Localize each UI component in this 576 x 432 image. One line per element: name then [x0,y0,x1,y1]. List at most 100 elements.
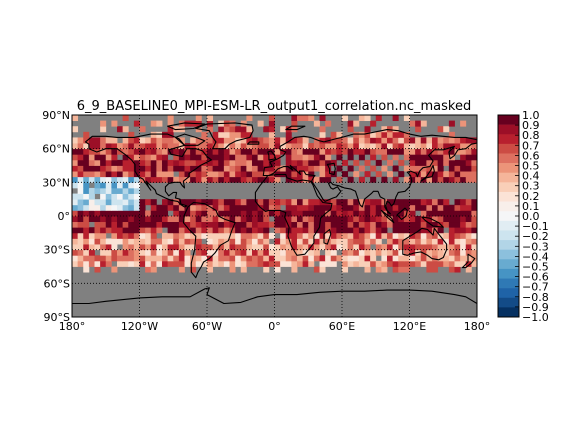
correlation-cell [392,260,399,267]
correlation-cell [325,232,332,239]
colorbar-swatch [498,143,519,154]
correlation-cell [319,221,326,228]
correlation-cell [190,227,197,234]
correlation-cell [302,143,309,150]
correlation-cell [443,199,450,206]
correlation-cell [223,131,230,138]
correlation-cell [167,216,174,223]
correlation-cell [465,260,472,267]
correlation-cell [263,249,270,256]
correlation-cell [285,148,292,155]
correlation-cell [347,210,354,217]
correlation-cell [398,266,405,273]
correlation-cell [443,126,450,133]
correlation-cell [387,131,394,138]
correlation-cell [184,120,191,127]
coastline-ellesmere [167,122,206,131]
correlation-cell [448,137,455,144]
correlation-cell [94,255,101,262]
correlation-cell [72,204,79,211]
correlation-cell [415,126,422,133]
correlation-cell [274,249,281,256]
correlation-cell [72,244,79,251]
correlation-cell [257,227,264,234]
correlation-cell [432,176,439,183]
correlation-cell [77,137,84,144]
coastline-new-zealand [461,253,476,269]
correlation-cell [173,137,180,144]
correlation-cell [454,238,461,245]
correlation-cell [387,148,394,155]
colorbar-swatch [498,211,519,222]
coastline-iceland [246,141,260,145]
colorbar-tick-label: 0.0 [522,210,540,223]
correlation-cell [274,216,281,223]
correlation-cell [139,204,146,211]
correlation-cell [240,143,247,150]
correlation-cell [409,255,416,262]
correlation-cell [184,244,191,251]
correlation-cell [364,199,371,206]
correlation-cell [426,137,433,144]
correlation-cell [285,255,292,262]
x-tick-label: 60°E [329,320,355,333]
correlation-cell [280,148,287,155]
correlation-cell [381,131,388,138]
correlation-cell [280,255,287,262]
correlation-cell [218,238,225,245]
colorbar-swatch [498,201,519,212]
correlation-cell [252,238,259,245]
correlation-cell [257,154,264,161]
correlation-cell [426,244,433,251]
correlation-cell [280,244,287,251]
correlation-cell [100,176,107,183]
correlation-cell [111,221,118,228]
correlation-cell [178,165,185,172]
correlation-cell [150,120,157,127]
correlation-cell [437,137,444,144]
correlation-cell [364,126,371,133]
correlation-cell [72,182,79,189]
correlation-cell [263,221,270,228]
correlation-cell [297,221,304,228]
correlation-cell [460,210,467,217]
correlation-cell [133,182,140,189]
correlation-cell [207,210,214,217]
correlation-cell [364,255,371,262]
correlation-cell [392,266,399,273]
correlation-cell [443,221,450,228]
correlation-cell [83,221,90,228]
correlation-cell [212,165,219,172]
correlation-cell [72,255,79,262]
colorbar-swatch [498,220,519,231]
correlation-cell [83,227,90,234]
correlation-cell [437,244,444,251]
correlation-cell [240,154,247,161]
correlation-cell [178,244,185,251]
correlation-cell [83,216,90,223]
correlation-cell [415,159,422,166]
correlation-cell [448,159,455,166]
correlation-cell [195,204,202,211]
correlation-cell [353,159,360,166]
correlation-cell [212,199,219,206]
correlation-cell [139,221,146,228]
correlation-cell [409,120,416,127]
correlation-cell [358,143,365,150]
correlation-cell [195,176,202,183]
correlation-cell [229,159,236,166]
correlation-cell [128,154,135,161]
correlation-cell [162,244,169,251]
correlation-cell [72,171,79,178]
correlation-cell [252,232,259,239]
correlation-cell [415,165,422,172]
correlation-cell [178,238,185,245]
correlation-cell [403,148,410,155]
correlation-cell [218,165,225,172]
correlation-cell [364,232,371,239]
correlation-cell [336,238,343,245]
correlation-cell [167,199,174,206]
correlation-cell [162,137,169,144]
correlation-cell [105,193,112,200]
correlation-cell [117,249,124,256]
